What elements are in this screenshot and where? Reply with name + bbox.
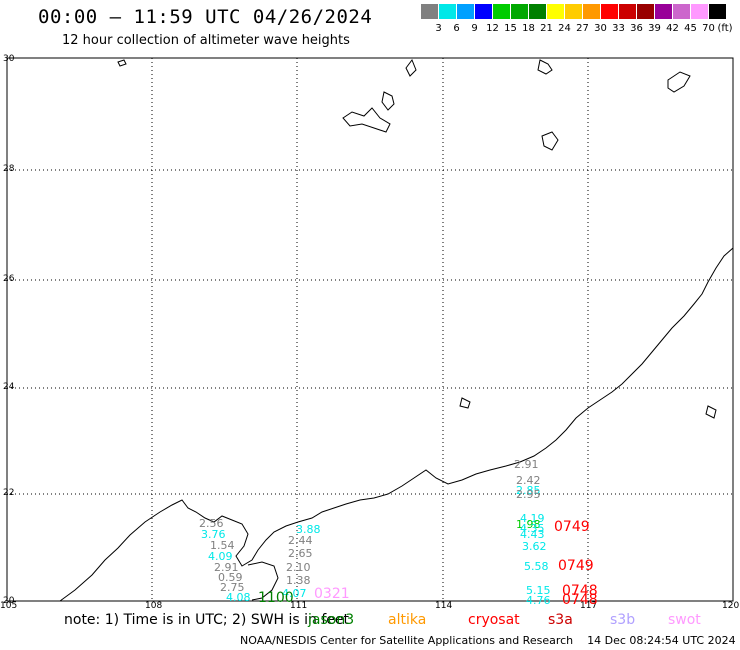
legend-label: 42 <box>666 23 679 34</box>
legend-label: 12 <box>486 23 499 34</box>
wave-height-label: 4.08 <box>226 591 251 604</box>
satellite-label: s3a <box>548 612 573 628</box>
track-time-label: 1100 <box>258 590 294 606</box>
legend-label: 36 <box>630 23 643 34</box>
legend-swatch <box>493 4 510 19</box>
wave-height-label: 1.54 <box>210 539 235 552</box>
legend-swatch <box>511 4 528 19</box>
wave-height-label: 5.15 <box>526 584 551 597</box>
legend-swatch <box>475 4 492 19</box>
longitude-label: 120 <box>722 601 740 611</box>
graticule <box>7 58 733 601</box>
legend-swatch <box>619 4 636 19</box>
legend-label: 3 <box>435 23 442 34</box>
wave-height-label: 4.09 <box>208 550 233 563</box>
longitude-label: 111 <box>290 601 308 611</box>
legend-swatch <box>691 4 708 19</box>
legend-unit: (ft) <box>717 23 733 34</box>
latitude-label: 24 <box>3 382 15 392</box>
footer-note: note: 1) Time is in UTC; 2) SWH is in fe… <box>64 612 350 628</box>
wave-height-label: 2.44 <box>288 534 313 547</box>
wave-height-label: 2.56 <box>199 517 224 530</box>
longitude-label: 117 <box>580 601 598 611</box>
wave-height-label: 4.35 <box>520 522 545 535</box>
latitude-label: 22 <box>3 488 15 498</box>
latitude-label: 28 <box>3 164 15 174</box>
legend-label: 45 <box>684 23 697 34</box>
legend-label: 30 <box>594 23 607 34</box>
wave-height-label: 3.62 <box>522 540 547 553</box>
wave-height-label: 3.76 <box>201 528 226 541</box>
wave-height-label: 2.42 <box>516 474 541 487</box>
coastline <box>59 58 734 602</box>
wave-height-label: 4.43 <box>520 528 545 541</box>
wave-height-label: 2.91 <box>514 458 539 471</box>
legend-swatch <box>529 4 546 19</box>
wave-height-label: 2.75 <box>220 581 245 594</box>
satellite-label: s3b <box>610 612 636 628</box>
legend-label: 70 <box>702 23 715 34</box>
chart-title: 00:00 – 11:59 UTC 04/26/2024 <box>38 6 373 28</box>
legend-label: 24 <box>558 23 571 34</box>
wave-height-label: 3.88 <box>296 523 321 536</box>
legend-swatch <box>439 4 456 19</box>
legend-swatch <box>601 4 618 19</box>
wave-height-label: 4.07 <box>282 587 307 600</box>
satellite-label: cryosat <box>468 612 520 628</box>
latitude-label: 30 <box>3 54 15 64</box>
legend-swatch <box>637 4 654 19</box>
track-time-label: 0748 <box>562 592 598 608</box>
legend-label: 21 <box>540 23 553 34</box>
map-frame <box>6 57 734 602</box>
satellite-label: jason3 <box>308 612 355 628</box>
wave-height-label: 2.85 <box>516 484 541 497</box>
footer-credit: NOAA/NESDIS Center for Satellite Applica… <box>240 634 736 647</box>
longitude-label: 114 <box>435 601 453 611</box>
legend-label: 18 <box>522 23 535 34</box>
track-time-label: 0321 <box>314 586 350 602</box>
wave-height-label: 2.10 <box>286 561 311 574</box>
legend-label: 33 <box>612 23 625 34</box>
wave-height-label: 5.58 <box>524 560 549 573</box>
legend-swatch <box>673 4 690 19</box>
satellite-label: swot <box>668 612 701 628</box>
wave-height-label: 0.59 <box>218 571 243 584</box>
wave-height-label: 4.76 <box>526 594 551 607</box>
longitude-label: 108 <box>145 601 163 611</box>
satellite-label: altika <box>388 612 427 628</box>
legend-label: 39 <box>648 23 661 34</box>
legend-swatch <box>583 4 600 19</box>
wave-height-label: 2.65 <box>288 547 313 560</box>
chart-subtitle: 12 hour collection of altimeter wave hei… <box>62 33 350 48</box>
legend-label: 27 <box>576 23 589 34</box>
legend-swatch <box>709 4 726 19</box>
legend-swatch <box>457 4 474 19</box>
latitude-label: 20 <box>3 596 15 606</box>
track-time-label: 0749 <box>558 558 594 574</box>
legend-swatch <box>421 4 438 19</box>
legend-label: 15 <box>504 23 517 34</box>
legend-swatch <box>565 4 582 19</box>
legend-label: 9 <box>471 23 478 34</box>
track-time-label: 0748 <box>562 583 598 599</box>
wave-height-label: 2.95 <box>516 488 541 501</box>
legend-swatch <box>547 4 564 19</box>
latitude-label: 26 <box>3 274 15 284</box>
wave-height-label: 1.38 <box>286 574 311 587</box>
wave-height-label: 4.19 <box>520 512 545 525</box>
legend-swatch <box>655 4 672 19</box>
wave-height-label: 1.98 <box>516 518 541 531</box>
legend-label: 6 <box>453 23 460 34</box>
track-time-label: 0749 <box>554 519 590 535</box>
wave-height-label: 2.91 <box>214 561 239 574</box>
longitude-label: 105 <box>0 601 18 611</box>
